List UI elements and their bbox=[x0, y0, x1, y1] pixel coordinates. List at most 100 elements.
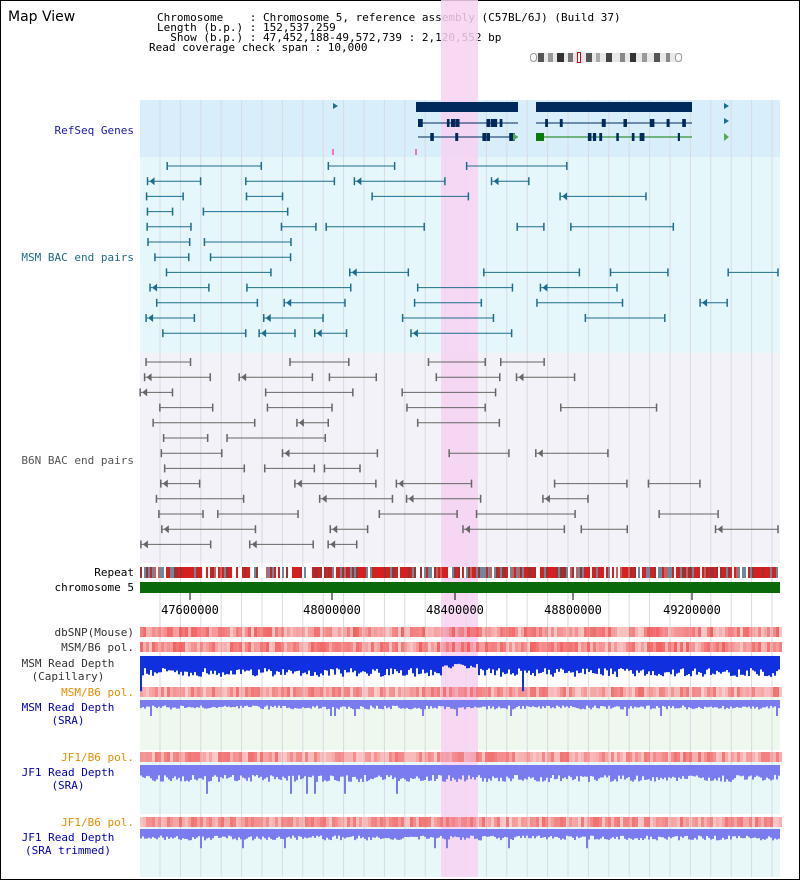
dbsnp-cell bbox=[617, 627, 620, 637]
jf1-sra-depth-bar bbox=[374, 765, 376, 778]
track-label-jf1-depth-trimmed: JF1 Read Depth (SRA trimmed) bbox=[21, 831, 115, 857]
jf1-b6-pol2-cell bbox=[746, 817, 749, 827]
msm-b6-pol-cell bbox=[143, 642, 146, 652]
jf1-b6-pol2-cell bbox=[230, 817, 233, 827]
msm-sra-depth-bar bbox=[596, 700, 598, 709]
jf1-trimmed-depth-bar bbox=[456, 829, 458, 838]
dbsnp-cell bbox=[335, 627, 338, 637]
msm-sra-depth-bar bbox=[174, 700, 176, 708]
msm-b6-pol-cell bbox=[476, 642, 479, 652]
jf1-b6-pol2-cell bbox=[620, 817, 623, 827]
jf1-sra-depth-bar bbox=[648, 765, 650, 780]
jf1-b6-pol2-cell bbox=[680, 817, 683, 827]
msm-b6-pol-cell bbox=[740, 642, 743, 652]
jf1-b6-pol-cell bbox=[434, 752, 437, 762]
repeat-element bbox=[740, 567, 742, 578]
msm-capillary-depth-bar bbox=[620, 656, 622, 669]
repeat-element bbox=[280, 567, 282, 578]
repeat-element bbox=[690, 567, 692, 578]
jf1-sra-depth-bar bbox=[512, 765, 514, 779]
repeat-element bbox=[430, 567, 432, 578]
jf1-trimmed-depth-bar bbox=[172, 829, 174, 839]
jf1-trimmed-depth-bar bbox=[414, 829, 416, 837]
dbsnp-cell bbox=[242, 627, 245, 637]
msm-b6-pol2-cell bbox=[761, 687, 764, 697]
msm-sra-depth-bar bbox=[760, 700, 762, 709]
msm-capillary-depth-bar bbox=[356, 656, 358, 677]
jf1-trimmed-depth-bar bbox=[180, 829, 182, 840]
msm-sra-depth-bar bbox=[150, 700, 152, 716]
msm-b6-pol2-cell bbox=[299, 687, 302, 697]
jf1-trimmed-depth-bar bbox=[688, 829, 690, 840]
msm-b6-pol-cell bbox=[437, 642, 440, 652]
msm-capillary-depth-bar bbox=[738, 656, 740, 670]
msm-sra-depth-bar bbox=[290, 700, 292, 709]
dbsnp-cell bbox=[731, 627, 734, 637]
msm-sra-depth-bar bbox=[592, 700, 594, 708]
jf1-b6-pol2-cell bbox=[575, 817, 578, 827]
repeat-element bbox=[230, 567, 232, 578]
track-label-refseq: RefSeq Genes bbox=[54, 124, 134, 137]
dbsnp-cell bbox=[572, 627, 575, 637]
msm-capillary-depth-bar bbox=[572, 656, 574, 673]
repeat-element bbox=[422, 567, 424, 578]
jf1-b6-pol-cell bbox=[167, 752, 170, 762]
msm-capillary-depth-bar bbox=[288, 656, 290, 670]
msm-b6-pol2-cell bbox=[326, 687, 329, 697]
jf1-trimmed-depth-bar bbox=[720, 829, 722, 840]
msm-sra-depth-bar bbox=[192, 700, 194, 708]
jf1-sra-depth-bar bbox=[542, 765, 544, 782]
jf1-sra-depth-bar bbox=[540, 765, 542, 778]
track-label-jf1-b6-pol: JF1/B6 pol. bbox=[61, 751, 134, 764]
msm-b6-pol2-cell bbox=[644, 687, 647, 697]
msm-b6-pol-cell bbox=[422, 642, 425, 652]
msm-b6-pol-cell bbox=[266, 642, 269, 652]
jf1-b6-pol-cell bbox=[263, 752, 266, 762]
msm-b6-pol-cell bbox=[404, 642, 407, 652]
msm-b6-pol2-cell bbox=[431, 687, 434, 697]
msm-capillary-depth-bar bbox=[478, 656, 480, 676]
jf1-sra-depth-bar bbox=[728, 765, 730, 782]
repeat-element bbox=[532, 567, 534, 578]
repeat-element bbox=[760, 567, 762, 578]
jf1-trimmed-depth-bar bbox=[470, 829, 472, 836]
dbsnp-cell bbox=[425, 627, 428, 637]
chromosome-ideogram[interactable] bbox=[530, 52, 682, 63]
repeat-element bbox=[392, 567, 394, 578]
msm-b6-pol2-cell bbox=[584, 687, 587, 697]
jf1-trimmed-depth-bar bbox=[216, 829, 218, 836]
jf1-sra-depth-bar bbox=[460, 765, 462, 780]
msm-capillary-depth-bar bbox=[304, 656, 306, 673]
jf1-b6-pol2-cell bbox=[227, 817, 230, 827]
msm-b6-pol-cell bbox=[713, 642, 716, 652]
msm-sra-depth-bar bbox=[554, 700, 556, 709]
repeat-element bbox=[536, 567, 538, 578]
msm-b6-pol-cell bbox=[281, 642, 284, 652]
msm-b6-pol2-cell bbox=[191, 687, 194, 697]
msm-capillary-depth-bar bbox=[488, 656, 490, 669]
msm-sra-depth-bar bbox=[218, 700, 220, 707]
jf1-sra-depth-bar bbox=[764, 765, 766, 780]
jf1-trimmed-depth-bar bbox=[684, 829, 686, 837]
jf1-sra-depth-bar bbox=[702, 765, 704, 778]
msm-capillary-depth-bar bbox=[440, 656, 442, 676]
jf1-sra-depth-bar bbox=[234, 765, 236, 781]
msm-b6-pol-cell bbox=[743, 642, 746, 652]
msm-sra-depth-bar bbox=[746, 700, 748, 708]
b6n-bac-pair-arrow bbox=[284, 449, 290, 458]
msm-capillary-depth-bar bbox=[218, 656, 220, 674]
jf1-sra-depth-bar bbox=[554, 765, 556, 780]
jf1-trimmed-depth-bar bbox=[306, 829, 308, 839]
msm-sra-depth-bar bbox=[472, 700, 474, 708]
exon bbox=[599, 133, 603, 141]
jf1-b6-pol2-cell bbox=[476, 817, 479, 827]
jf1-trimmed-depth-bar bbox=[278, 829, 280, 837]
jf1-b6-pol2-cell bbox=[677, 817, 680, 827]
msm-capillary-depth-bar bbox=[186, 656, 188, 672]
repeat-element bbox=[726, 567, 728, 578]
repeat-element bbox=[668, 567, 670, 578]
jf1-b6-pol2-cell bbox=[392, 817, 395, 827]
jf1-trimmed-depth-bar bbox=[506, 829, 508, 838]
msm-capillary-depth-bar bbox=[598, 656, 600, 669]
